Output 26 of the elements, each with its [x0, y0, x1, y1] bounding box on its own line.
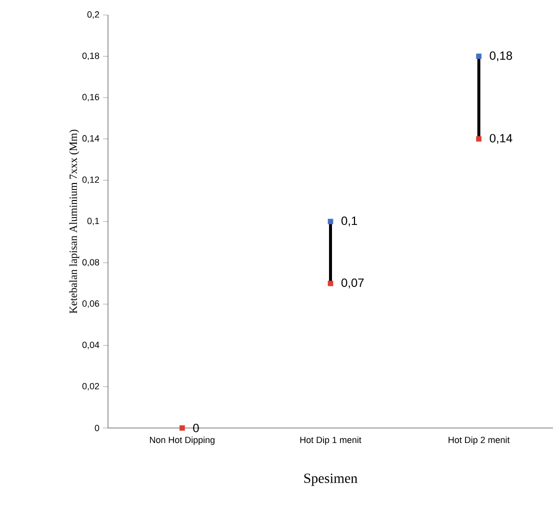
y-tick-label: 0,2: [87, 11, 100, 19]
y-tick-label: 0,1: [87, 218, 100, 226]
y-tick-label: 0,08: [82, 259, 100, 266]
x-axis-title: Spesimen: [304, 474, 358, 486]
y-tick-label: 0,04: [82, 342, 100, 350]
data-label: 0: [193, 424, 199, 432]
y-tick-label: 0,12: [82, 176, 100, 184]
y-tick-label: 0,18: [82, 52, 100, 60]
data-label: 0,14: [490, 134, 512, 144]
x-tick-label: Non Hot Dipping: [150, 436, 214, 445]
y-tick-label: 0,06: [82, 300, 100, 308]
data-label: 0,1: [341, 216, 358, 226]
point: [328, 218, 334, 224]
y-tick-label: 0,14: [82, 135, 100, 143]
y-axis-title: Ketebalan lapisan Aluminium 7xxx (Mm): [69, 130, 80, 314]
y-tick-label: 0,02: [82, 382, 100, 390]
point: [476, 54, 482, 59]
point: [328, 280, 334, 286]
point: [179, 425, 185, 431]
point: [476, 136, 482, 142]
y-tick-label: 0,16: [82, 94, 100, 102]
x-tick-label: Hot Dip 1 menit: [300, 436, 362, 445]
data-label: 0,18: [490, 51, 512, 62]
data-label: 0,07: [341, 278, 364, 288]
y-tick-label: 0: [94, 424, 100, 432]
x-tick-label: Hot Dip 2 menit: [448, 436, 510, 445]
